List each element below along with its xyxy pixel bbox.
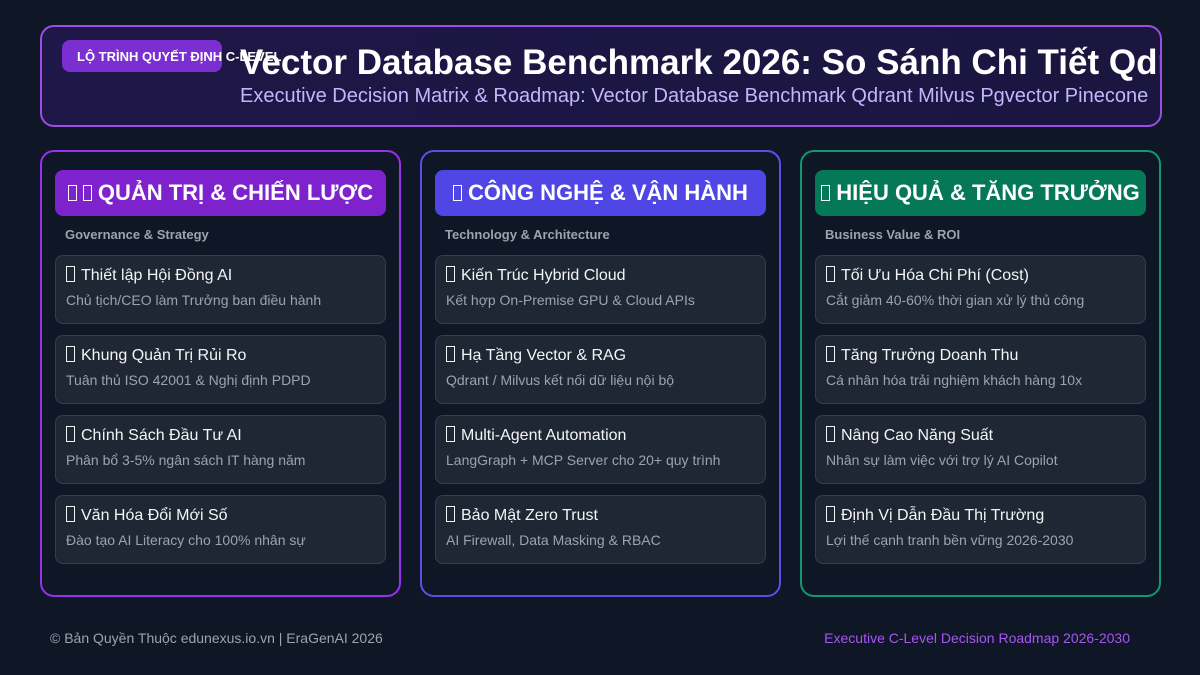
column-header: HIỆU QUẢ & TĂNG TRƯỞNG [815, 170, 1146, 216]
column-title: HIỆU QUẢ & TĂNG TRƯỞNG [836, 180, 1140, 205]
card-title: Bảo Mật Zero Trust [446, 506, 598, 525]
card: Hạ Tầng Vector & RAG Qdrant / Milvus kết … [435, 335, 766, 404]
card-desc: AI Firewall, Data Masking & RBAC [446, 532, 661, 548]
card: Định Vị Dẫn Đầu Thị Trường Lợi thế cạnh t… [815, 495, 1146, 564]
card-title-text: Nâng Cao Năng Suất [841, 427, 994, 444]
card-desc: Cắt giảm 40-60% thời gian xử lý thủ công [826, 292, 1085, 308]
column: CÔNG NGHỆ & VẬN HÀNH Technology & Archite… [420, 150, 781, 597]
card-title: Hạ Tầng Vector & RAG [446, 346, 626, 365]
card: Bảo Mật Zero Trust AI Firewall, Data Mask… [435, 495, 766, 564]
card-title-text: Chính Sách Đầu Tư AI [81, 427, 242, 444]
card-desc: Tuân thủ ISO 42001 & Nghị định PDPD [66, 372, 311, 388]
icon [66, 346, 75, 362]
card-title-text: Multi-Agent Automation [461, 427, 627, 444]
column: QUẢN TRỊ & CHIẾN LƯỢC Governance & Strate… [40, 150, 401, 597]
icon [446, 346, 455, 362]
icon [66, 506, 75, 522]
footer-left: © Bản Quyền Thuộc edunexus.io.vn | EraGe… [50, 630, 383, 646]
column-header: CÔNG NGHỆ & VẬN HÀNH [435, 170, 766, 216]
card: Kiến Trúc Hybrid Cloud Kết hợp On-Premise… [435, 255, 766, 324]
card-title: Định Vị Dẫn Đầu Thị Trường [826, 506, 1044, 525]
card: Văn Hóa Đổi Mới Số Đào tạo AI Literacy ch… [55, 495, 386, 564]
card-title-text: Hạ Tầng Vector & RAG [461, 347, 627, 364]
card-title: Tối Ưu Hóa Chi Phí (Cost) [826, 266, 1029, 285]
badge-text: LỘ TRÌNH QUYẾT ĐỊNH C-LEVEL [77, 49, 282, 64]
icon [446, 426, 455, 442]
subtitle: Executive Decision Matrix & Roadmap: Vec… [240, 85, 1149, 107]
header: LỘ TRÌNH QUYẾT ĐỊNH C-LEVEL Vector Datab… [40, 25, 1162, 127]
card-desc: Qdrant / Milvus kết nối dữ liệu nội bộ [446, 372, 675, 388]
icon [821, 185, 831, 201]
card-title: Nâng Cao Năng Suất [826, 426, 993, 445]
card: Thiết lập Hội Đồng AI Chủ tịch/CEO làm Tr… [55, 255, 386, 324]
column-title: QUẢN TRỊ & CHIẾN LƯỢC [97, 180, 374, 205]
icon [826, 426, 835, 442]
card-title-text: Bảo Mật Zero Trust [461, 507, 598, 524]
icon [446, 506, 455, 522]
icon [453, 185, 463, 201]
card-desc: Chủ tịch/CEO làm Trưởng ban điều hành [66, 292, 322, 308]
card-title: Kiến Trúc Hybrid Cloud [446, 266, 626, 285]
column-subtitle: Technology & Architecture [445, 227, 610, 242]
card-desc: Phân bổ 3-5% ngân sách IT hàng năm [66, 452, 306, 468]
card-desc: Cá nhân hóa trải nghiệm khách hàng 10x [826, 372, 1083, 388]
card-desc: Đào tạo AI Literacy cho 100% nhân sự [66, 532, 306, 548]
card: Chính Sách Đầu Tư AI Phân bổ 3-5% ngân sá… [55, 415, 386, 484]
card-title: Khung Quản Trị Rủi Ro [66, 346, 246, 365]
card-title-text: Tối Ưu Hóa Chi Phí (Cost) [841, 267, 1029, 284]
card-title: Thiết lập Hội Đồng AI [66, 266, 232, 285]
icon [67, 185, 77, 201]
icon [826, 266, 835, 282]
card-title-text: Định Vị Dẫn Đầu Thị Trường [841, 507, 1045, 524]
icon [66, 426, 75, 442]
card-title: Chính Sách Đầu Tư AI [66, 426, 242, 445]
column-header: QUẢN TRỊ & CHIẾN LƯỢC [55, 170, 386, 216]
card-title-text: Văn Hóa Đổi Mới Số [81, 507, 228, 524]
card-title-text: Tăng Trưởng Doanh Thu [841, 347, 1019, 364]
card-title-text: Thiết lập Hội Đồng AI [81, 267, 233, 284]
icon [446, 266, 455, 282]
card: Multi-Agent Automation LangGraph + MCP Se… [435, 415, 766, 484]
badge [62, 40, 222, 72]
card-desc: Kết hợp On-Premise GPU & Cloud APIs [446, 292, 695, 308]
column-title: CÔNG NGHỆ & VẬN HÀNH [468, 180, 748, 205]
card: Nâng Cao Năng Suất Nhân sự làm việc với t… [815, 415, 1146, 484]
card-title-text: Khung Quản Trị Rủi Ro [81, 347, 247, 364]
card-title: Tăng Trưởng Doanh Thu [826, 346, 1018, 365]
column-subtitle: Governance & Strategy [65, 227, 209, 242]
card-title: Văn Hóa Đổi Mới Số [66, 506, 228, 525]
icon [66, 266, 75, 282]
card: Tăng Trưởng Doanh Thu Cá nhân hóa trải ng… [815, 335, 1146, 404]
card-desc: LangGraph + MCP Server cho 20+ quy trình [446, 452, 721, 468]
footer-right: Executive C-Level Decision Roadmap 2026-… [824, 630, 1130, 646]
icon [82, 185, 92, 201]
card-title-text: Kiến Trúc Hybrid Cloud [461, 267, 626, 284]
icon [826, 346, 835, 362]
card-desc: Nhân sự làm việc với trợ lý AI Copilot [826, 452, 1058, 468]
card-title: Multi-Agent Automation [446, 426, 626, 445]
card: Khung Quản Trị Rủi Ro Tuân thủ ISO 42001 … [55, 335, 386, 404]
column: HIỆU QUẢ & TĂNG TRƯỞNG Business Value & R… [800, 150, 1161, 597]
title: Vector Database Benchmark 2026: So Sánh … [240, 43, 1160, 82]
icon [826, 506, 835, 522]
card-desc: Lợi thế cạnh tranh bền vững 2026-2030 [826, 532, 1074, 548]
card: Tối Ưu Hóa Chi Phí (Cost) Cắt giảm 40-60%… [815, 255, 1146, 324]
column-subtitle: Business Value & ROI [825, 227, 961, 242]
